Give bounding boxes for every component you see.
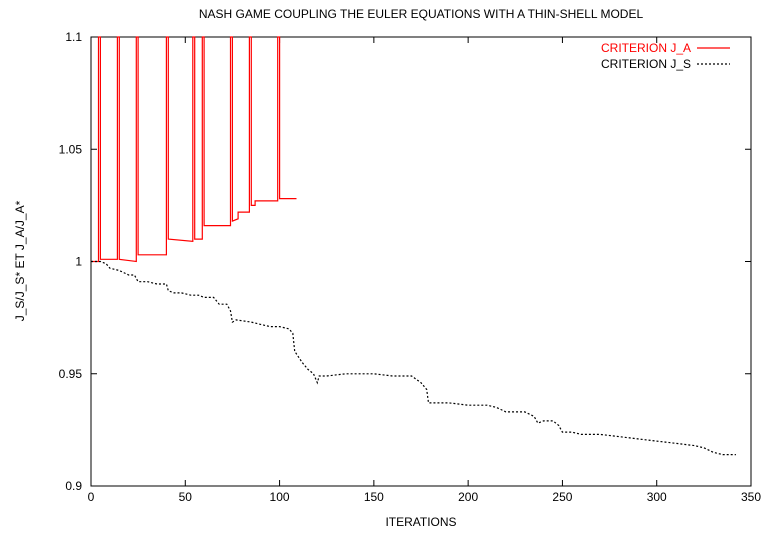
legend-label: CRITERION J_S: [601, 57, 691, 71]
x-tick-label: 300: [647, 490, 667, 504]
x-tick-label: 150: [364, 490, 384, 504]
y-tick-label: 0.9: [65, 479, 82, 493]
x-tick-label: 50: [179, 490, 193, 504]
x-tick-label: 0: [88, 490, 95, 504]
chart-title: NASH GAME COUPLING THE EULER EQUATIONS W…: [199, 7, 644, 21]
y-tick-label: 1: [75, 255, 82, 269]
x-axis-label: ITERATIONS: [385, 515, 456, 529]
series-line-criterion-j-s: [91, 260, 736, 456]
legend-label: CRITERION J_A: [601, 41, 691, 55]
y-axis-label: J_S/J_S* ET J_A/J_A*: [13, 200, 27, 321]
x-axis-ticks: 0 50 100 150 200 250 300 350: [88, 37, 761, 504]
y-tick-label: 0.95: [59, 367, 83, 381]
series-line-criterion-j-a: [91, 36, 297, 263]
plot-frame: [90, 36, 752, 487]
x-tick-label: 350: [741, 490, 761, 504]
y-axis-ticks: 0.9 0.95 1 1.05 1.1: [59, 30, 751, 493]
y-tick-label: 1.1: [65, 30, 82, 44]
x-tick-label: 200: [458, 490, 478, 504]
y-tick-label: 1.05: [59, 142, 83, 156]
x-tick-label: 250: [552, 490, 572, 504]
series-layer: [91, 36, 736, 456]
legend: CRITERION J_A CRITERION J_S: [601, 41, 730, 71]
x-tick-label: 100: [270, 490, 290, 504]
